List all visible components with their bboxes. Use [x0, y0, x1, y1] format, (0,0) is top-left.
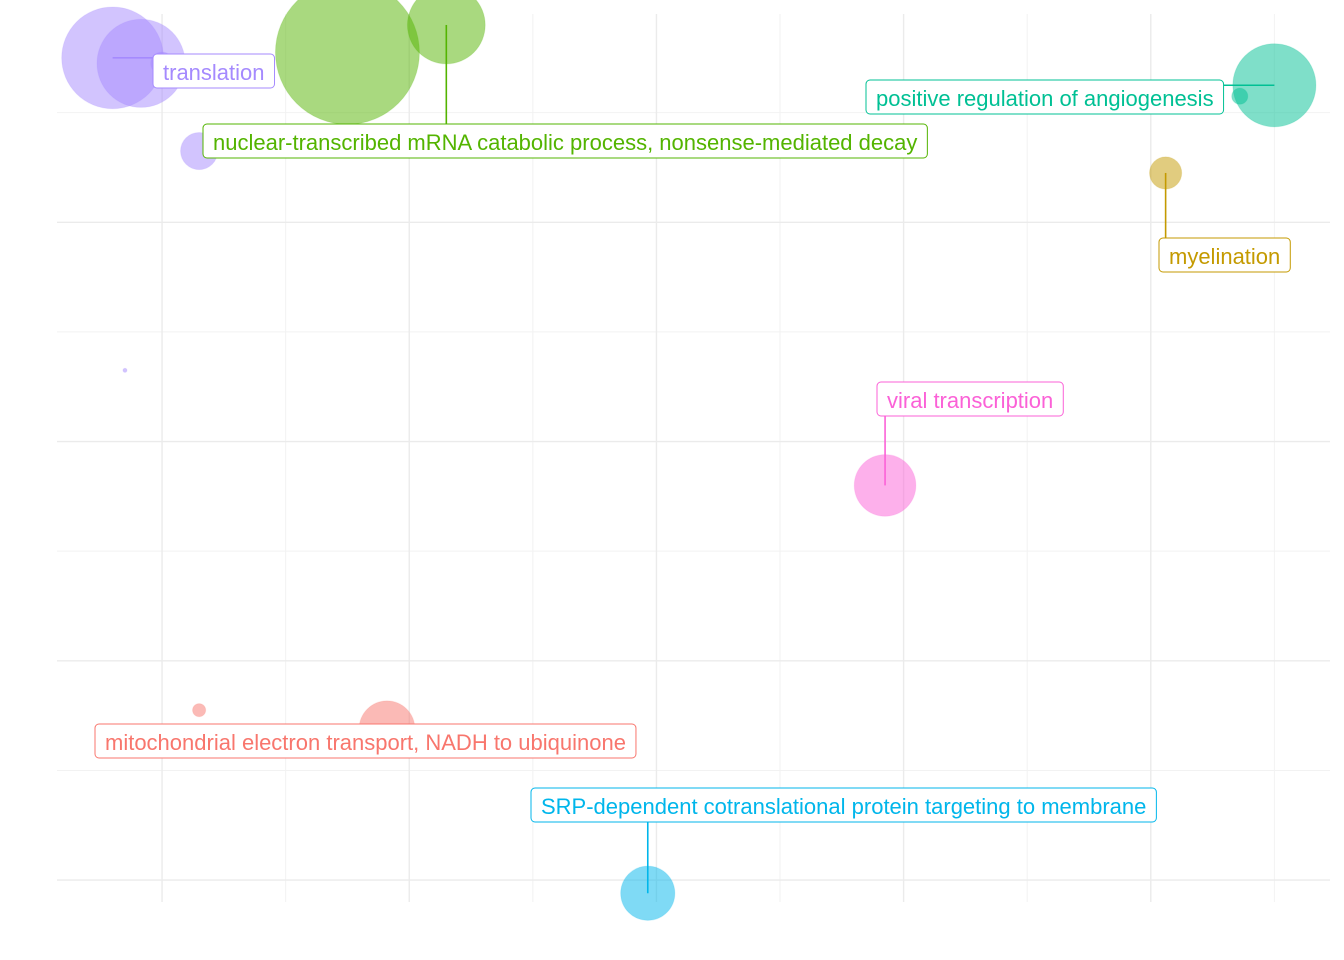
cluster-label-text: translation: [163, 60, 265, 85]
cluster-label-text: myelination: [1169, 244, 1280, 269]
cluster-label-text: nuclear-transcribed mRNA catabolic proce…: [213, 130, 917, 155]
cluster-label: positive regulation of angiogenesis: [865, 79, 1225, 115]
cluster-label-text: positive regulation of angiogenesis: [876, 86, 1214, 111]
major-gridlines: [57, 14, 1330, 902]
bubble-point: [192, 703, 207, 718]
bubble-point: [122, 367, 128, 373]
cluster-label-box: [152, 53, 276, 89]
cluster-label-box: [94, 723, 637, 759]
cluster-label: nuclear-transcribed mRNA catabolic proce…: [202, 123, 928, 159]
cluster-label-box: [530, 787, 1157, 823]
cluster-label: SRP-dependent cotranslational protein ta…: [530, 787, 1157, 823]
cluster-labels: translation nuclear-transcribed mRNA cata…: [94, 24, 1291, 894]
cluster-label: viral transcription: [876, 381, 1064, 417]
cluster-label-box: [876, 381, 1064, 417]
bubble-point: [1231, 87, 1249, 105]
cluster-label: mitochondrial electron transport, NADH t…: [94, 723, 637, 759]
cluster-label-box: [202, 123, 928, 159]
cluster-label: myelination: [1158, 237, 1291, 273]
cluster-label-text: viral transcription: [887, 388, 1053, 413]
cluster-label: translation: [152, 53, 276, 89]
cluster-label-box: [1158, 237, 1291, 273]
cluster-label-text: mitochondrial electron transport, NADH t…: [105, 730, 626, 755]
cluster-label-text: SRP-dependent cotranslational protein ta…: [541, 794, 1146, 819]
bubble-point: [274, 0, 420, 125]
cluster-label-box: [865, 79, 1225, 115]
